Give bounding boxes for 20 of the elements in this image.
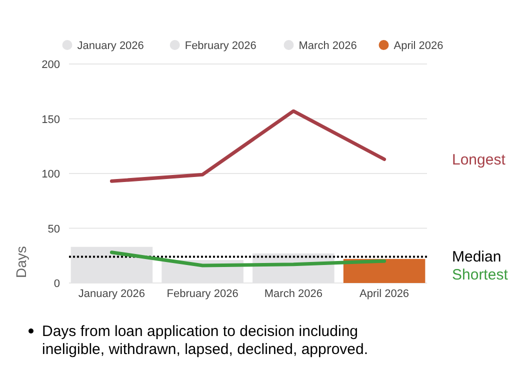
x-tick-label: January 2026 [78,288,146,300]
y-axis-title: Days [13,246,29,278]
y-tick-label: 200 [42,59,60,71]
legend-label: February 2026 [184,40,256,52]
y-tick-label: 150 [42,114,60,126]
x-tick-label: March 2026 [264,288,322,300]
text: Days from loan application to decision including ineligible, withdrawn, lapsed, declined, approved. [42,323,368,358]
y-tick-label: 100 [42,168,60,180]
line-series [110,250,386,268]
line-series [110,109,386,183]
y-tick-label: 50 [48,223,60,236]
legend-label: March 2026 [298,40,357,52]
text: Longest [452,151,506,168]
ref-line-label: Median [452,248,502,266]
text: Shortest [452,266,509,284]
x-tick-label: April 2026 [360,288,410,300]
legend-label: April 2026 [394,40,444,52]
y-tick-label: 0 [54,278,60,290]
legend-label: January 2026 [77,40,144,52]
x-tick-label: February 2026 [166,288,238,300]
